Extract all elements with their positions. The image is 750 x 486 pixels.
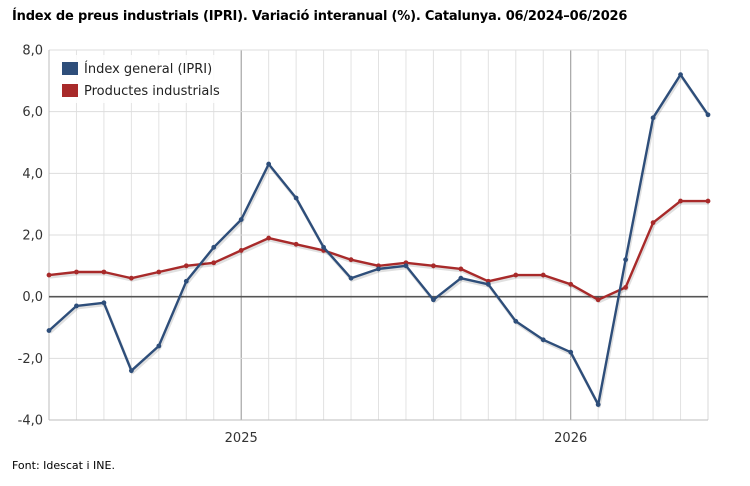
data-point — [623, 257, 629, 263]
data-point — [513, 318, 519, 324]
data-point — [403, 263, 409, 269]
data-point — [293, 241, 299, 247]
data-point — [678, 72, 683, 78]
y-tick-label: 0,0 — [22, 290, 43, 305]
data-point — [101, 269, 107, 275]
data-point — [650, 220, 656, 226]
data-point — [458, 275, 464, 281]
series-index-general — [46, 72, 711, 409]
chart-title: Índex de preus industrials (IPRI). Varia… — [12, 9, 628, 24]
source-note: Font: Idescat i INE. — [12, 459, 115, 472]
data-point — [568, 281, 574, 287]
y-tick-label: 8,0 — [22, 44, 43, 59]
legend-swatch — [62, 84, 78, 97]
data-point — [705, 198, 711, 204]
y-tick-label: 4,0 — [22, 167, 43, 182]
data-point — [156, 343, 162, 349]
data-point — [46, 328, 52, 333]
data-point — [623, 285, 629, 290]
data-point — [238, 248, 244, 253]
data-point — [376, 266, 381, 272]
x-tick-label: 2026 — [554, 431, 587, 446]
grid — [48, 49, 709, 421]
data-point — [348, 275, 354, 281]
data-point — [46, 272, 52, 278]
data-point — [705, 112, 711, 118]
y-tick-label: 6,0 — [22, 105, 43, 120]
data-point — [183, 263, 189, 269]
data-point — [485, 281, 491, 287]
data-point — [101, 300, 107, 306]
data-point — [540, 337, 546, 343]
data-point — [211, 244, 217, 250]
data-point — [74, 269, 79, 275]
data-point — [266, 235, 272, 241]
data-point — [156, 269, 162, 275]
legend-swatch — [62, 62, 78, 75]
data-point — [513, 272, 519, 278]
data-point — [458, 266, 464, 272]
data-point — [74, 303, 79, 309]
legend-label: Índex general (IPRI) — [84, 61, 212, 77]
data-point — [650, 115, 656, 121]
y-tick-label: -2,0 — [18, 352, 43, 367]
data-point — [431, 263, 436, 269]
series-shadow — [49, 201, 709, 304]
data-point — [128, 368, 134, 374]
legend-label: Productes industrials — [84, 84, 220, 99]
data-point — [293, 195, 299, 201]
data-point — [321, 244, 326, 250]
data-point — [431, 297, 436, 303]
data-point — [595, 297, 601, 303]
data-point — [595, 402, 601, 407]
x-tick-label: 2025 — [225, 431, 258, 446]
series-shadow — [48, 75, 711, 409]
legend: Índex general (IPRI) Productes industrial… — [53, 55, 233, 103]
data-point — [678, 198, 683, 204]
legend-background — [53, 55, 233, 103]
y-tick-label: -4,0 — [18, 414, 43, 429]
data-point — [238, 217, 244, 222]
data-point — [348, 257, 354, 263]
data-point — [540, 272, 546, 278]
y-tick-label: 2,0 — [22, 229, 43, 244]
data-point — [183, 278, 189, 284]
data-point — [266, 161, 272, 167]
data-point — [568, 349, 574, 355]
series — [46, 72, 711, 409]
axes: 8,0 6,0 4,0 2,0 0,0 -2,0 -4,0 2025 2026 — [18, 44, 709, 446]
data-point — [128, 275, 134, 281]
data-point — [211, 260, 217, 266]
